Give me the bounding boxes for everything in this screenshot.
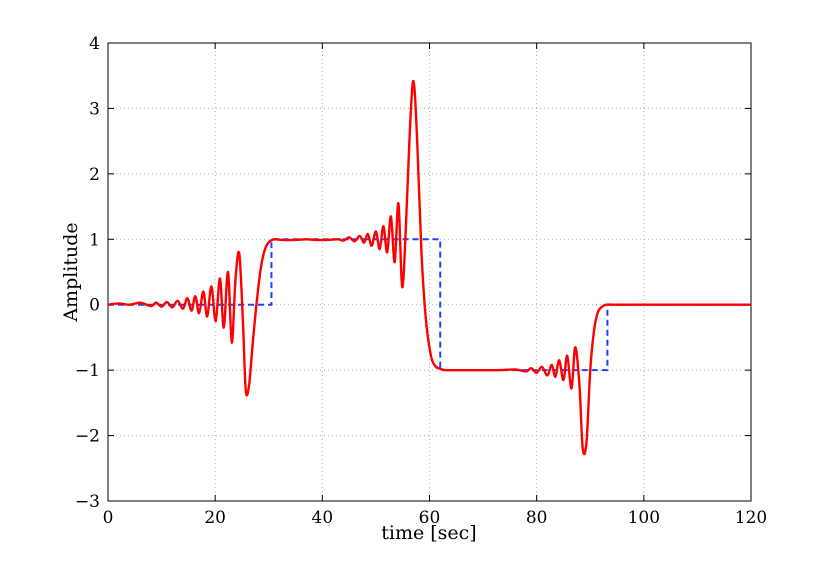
x-tick-label: 60 — [419, 508, 441, 528]
response-line — [107, 79, 751, 456]
y-tick-label: −2 — [75, 427, 100, 447]
x-tick-label: 100 — [628, 508, 660, 528]
y-axis-label: Amplitude — [60, 222, 82, 322]
y-tick-label: −3 — [75, 492, 100, 512]
grid-lines — [108, 43, 751, 501]
x-tick-label: 0 — [103, 508, 114, 528]
reference-step-line — [108, 238, 751, 372]
y-tick-label: 2 — [89, 165, 100, 185]
x-axis-label: time [sec] — [381, 522, 476, 544]
y-tick-label: 1 — [89, 230, 100, 250]
x-tick-label: 40 — [312, 508, 334, 528]
y-tick-label: 4 — [89, 34, 100, 54]
x-tick-label: 20 — [204, 508, 226, 528]
series-lines — [107, 79, 751, 456]
axis-ticks: 0 20 40 60 80 100 120 −3 −2 −1 0 1 2 3 4 — [75, 34, 767, 528]
y-tick-label: 0 — [89, 296, 100, 316]
x-tick-label: 80 — [526, 508, 548, 528]
y-tick-label: −1 — [75, 361, 100, 381]
x-tick-label: 120 — [735, 508, 767, 528]
y-tick-label: 3 — [89, 99, 100, 119]
